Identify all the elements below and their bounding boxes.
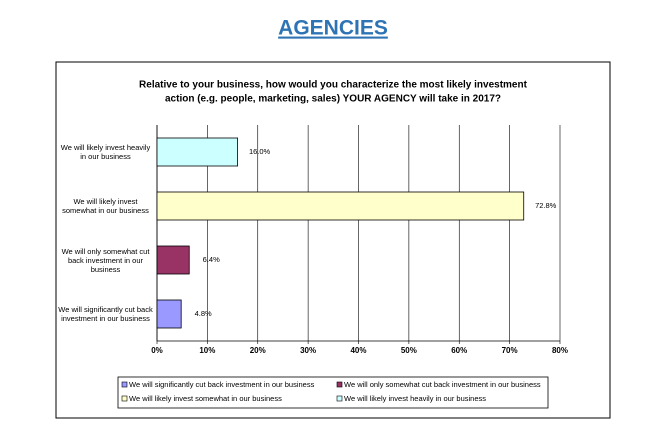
legend-swatch	[121, 395, 128, 402]
legend-label: We will likely invest somewhat in our bu…	[129, 394, 282, 403]
data-label: 16.0%	[249, 147, 271, 156]
page-title: AGENCIES	[278, 17, 388, 40]
x-tick-label: 80%	[552, 346, 568, 355]
category-label: We will likely invest somewhat in our bu…	[62, 197, 149, 215]
bar	[156, 191, 525, 221]
data-label: 4.8%	[195, 309, 212, 318]
chart-frame	[55, 61, 611, 419]
data-label: 6.4%	[203, 255, 220, 264]
category-label: We will significantly cut back investmen…	[58, 305, 153, 323]
chart-title: Relative to your business, how would you…	[139, 80, 528, 91]
y-tick-label: We will likely invest heavily in our bus…	[60, 143, 151, 161]
legend	[117, 376, 549, 409]
x-tick-label: 10%	[199, 346, 215, 355]
x-tick-label: 70%	[502, 346, 518, 355]
bar	[156, 245, 190, 275]
legend-label: We will only somewhat cut back investmen…	[344, 380, 541, 389]
chart-title: action (e.g. people, marketing, sales) Y…	[165, 94, 501, 105]
y-tick-label: We will likely invest somewhat in our bu…	[62, 197, 149, 215]
legend-label: We will likely invest heavily in our bus…	[344, 394, 486, 403]
x-tick-label: 40%	[350, 346, 366, 355]
x-tick-label: 50%	[401, 346, 417, 355]
x-tick-label: 30%	[300, 346, 316, 355]
x-tick-label: 60%	[451, 346, 467, 355]
category-label: We will likely invest heavily in our bus…	[60, 143, 151, 161]
y-tick-label: We will significantly cut back investmen…	[58, 305, 153, 323]
legend-swatch	[121, 381, 128, 388]
data-label: 72.8%	[535, 201, 557, 210]
legend-label: We will significantly cut back investmen…	[129, 380, 315, 389]
x-tick-label: 0%	[151, 346, 163, 355]
bar	[156, 299, 182, 329]
x-tick-label: 20%	[250, 346, 266, 355]
legend-swatch	[336, 381, 343, 388]
category-label: We will only somewhat cut back investmen…	[61, 246, 150, 274]
legend-swatch	[336, 395, 343, 402]
y-tick-label: We will only somewhat cut back investmen…	[61, 246, 150, 274]
bar	[156, 137, 238, 167]
